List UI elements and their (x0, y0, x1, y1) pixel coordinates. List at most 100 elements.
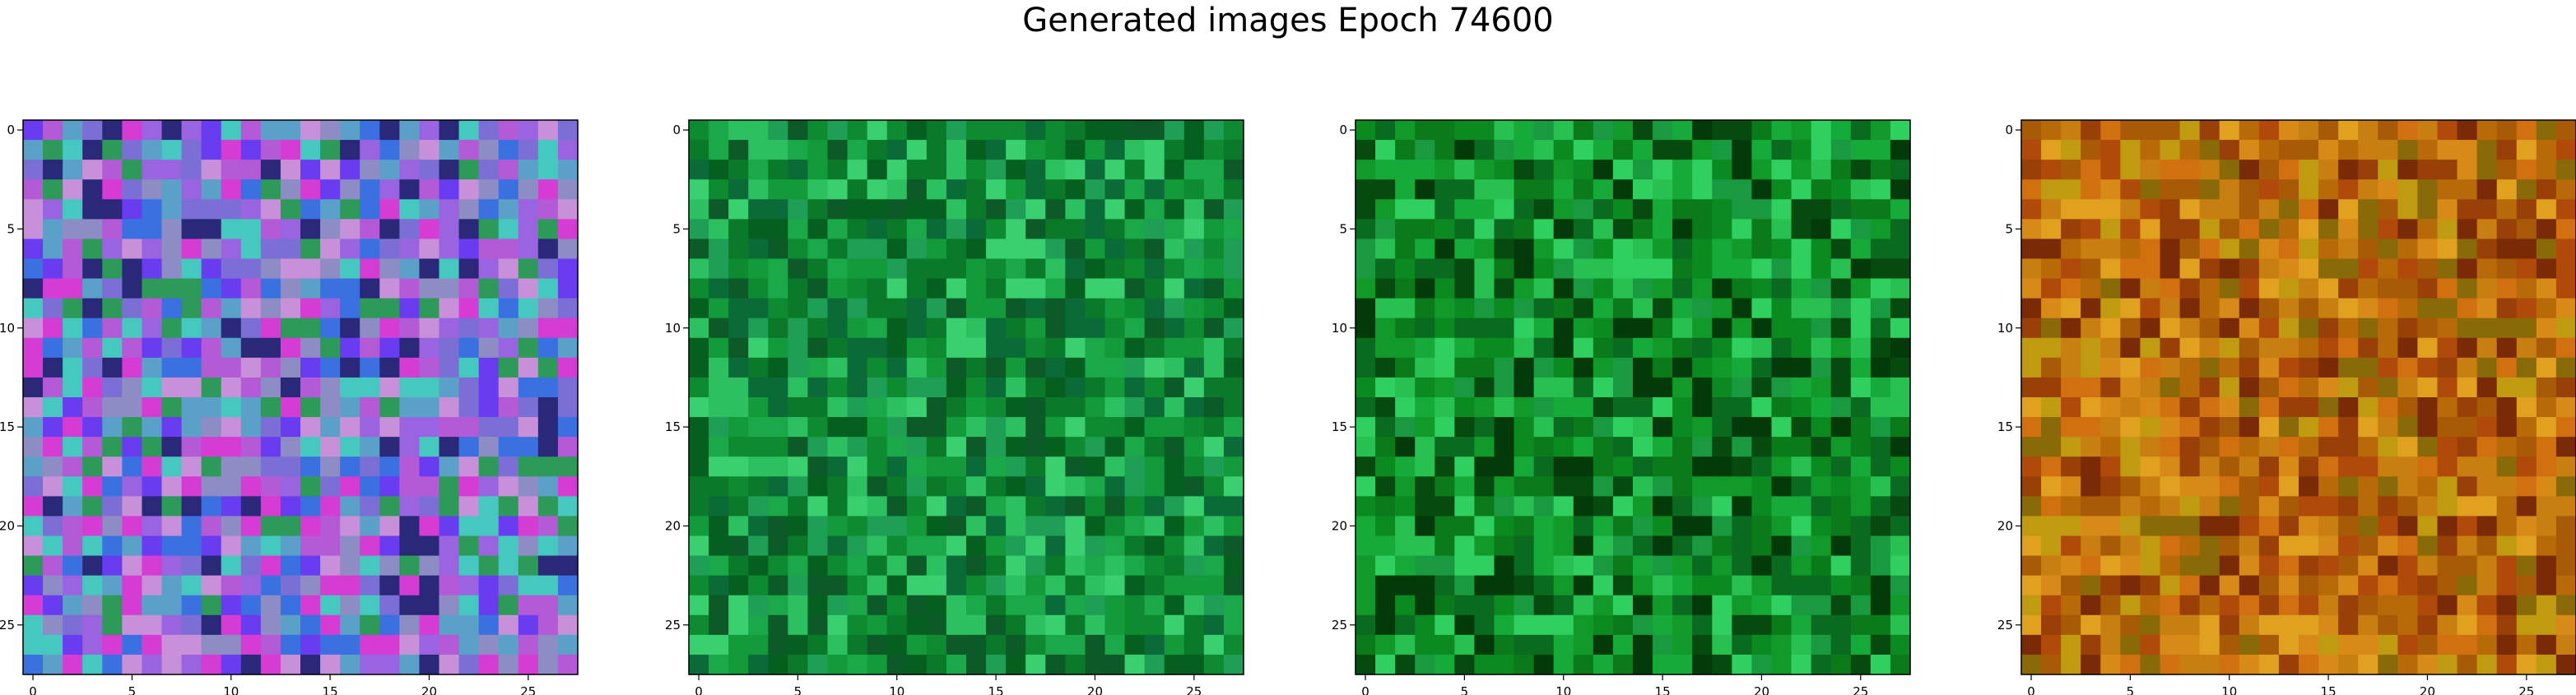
pixel-cell (2100, 160, 2121, 180)
pixel-cell (689, 160, 709, 180)
pixel-cell (1124, 258, 1146, 280)
pixel-cell (419, 278, 440, 299)
pixel-cell (260, 199, 281, 220)
pixel-cell (2318, 258, 2339, 280)
x-tick-label: 10 (1555, 684, 1571, 695)
pixel-cell (1203, 199, 1225, 220)
pixel-cell (1434, 437, 1455, 457)
pixel-cell (1672, 278, 1693, 299)
pixel-cell (2496, 496, 2518, 517)
pixel-cell (2338, 456, 2359, 477)
pixel-cell (478, 417, 500, 438)
pixel-cell (1514, 199, 1535, 220)
pixel-cell (1633, 595, 1653, 616)
pixel-cell (906, 219, 928, 240)
pixel-cell (1395, 516, 1416, 537)
pixel-cell (360, 595, 380, 616)
pixel-cell (161, 654, 183, 675)
pixel-cell (1890, 377, 1911, 398)
pixel-cell (1653, 317, 1673, 339)
pixel-cell (1415, 278, 1435, 299)
pixel-cell (458, 595, 480, 616)
pixel-cell (1494, 357, 1515, 378)
pixel-cell (2299, 377, 2319, 398)
pixel-cell (2120, 437, 2141, 457)
pixel-cell (2081, 456, 2101, 477)
pixel-cell (399, 654, 421, 675)
pixel-cell (1890, 160, 1911, 180)
pixel-cell (2239, 179, 2260, 200)
pixel-cell (827, 337, 849, 359)
pixel-cell (2021, 496, 2042, 517)
pixel-cell (1223, 654, 1244, 675)
pixel-cell (557, 417, 579, 438)
pixel-cell (161, 575, 183, 596)
pixel-cell (1395, 377, 1416, 398)
pixel-cell (537, 397, 559, 418)
pixel-cell (2516, 535, 2537, 557)
pixel-cell (1006, 377, 1026, 398)
pixel-cell (1573, 516, 1594, 537)
pixel-cell (1415, 614, 1435, 636)
pixel-cell (2219, 140, 2240, 160)
pixel-cell (807, 595, 829, 616)
pixel-cell (260, 634, 281, 656)
pixel-cell (2219, 337, 2240, 359)
pixel-cell (2457, 476, 2478, 497)
pixel-cell (518, 298, 539, 319)
pixel-cell (1045, 317, 1066, 339)
pixel-cell (748, 278, 769, 299)
pixel-cell (340, 337, 360, 359)
pixel-cell (1732, 417, 1753, 438)
pixel-cell (2140, 120, 2161, 141)
pixel-cell (1124, 516, 1146, 537)
pixel-cell (926, 140, 947, 160)
pixel-cell (1434, 357, 1455, 378)
pixel-cell (1203, 634, 1225, 656)
pixel-cell (2219, 555, 2240, 577)
pixel-cell (1791, 140, 1812, 160)
pixel-cell (2496, 535, 2518, 557)
x-tick-label: 5 (128, 684, 137, 695)
pixel-cell (102, 298, 123, 319)
pixel-cell (2258, 595, 2280, 616)
pixel-cell (2299, 595, 2319, 616)
pixel-cell (1692, 595, 1713, 616)
pixel-cell (1573, 456, 1594, 477)
pixel-cell (1791, 160, 1812, 180)
pixel-cell (1164, 634, 1185, 656)
pixel-cell (2397, 337, 2419, 359)
x-tick-label: 15 (323, 684, 338, 695)
pixel-cell (1751, 417, 1773, 438)
pixel-cell (557, 278, 579, 299)
pixel-cell (63, 377, 83, 398)
pixel-cell (1006, 397, 1026, 418)
pixel-cell (1045, 140, 1066, 160)
pixel-cell (2318, 377, 2339, 398)
pixel-cell (1811, 199, 1832, 220)
pixel-cell (1203, 140, 1225, 160)
pixel-cell (2378, 140, 2398, 160)
pixel-cell (709, 357, 729, 378)
pixel-cell (1203, 298, 1225, 319)
pixel-cell (1593, 595, 1614, 616)
pixel-cell (1771, 516, 1793, 537)
pixel-cell (966, 219, 987, 240)
pixel-cell (1474, 298, 1495, 319)
pixel-cell (2199, 575, 2220, 596)
pixel-cell (1850, 357, 1872, 378)
pixel-cell (1811, 337, 1832, 359)
pixel-cell (1124, 199, 1146, 220)
pixel-cell (557, 377, 579, 398)
pixel-cell (2299, 417, 2319, 438)
pixel-cell (2555, 555, 2576, 577)
pixel-cell (1006, 456, 1026, 477)
pixel-cell (986, 535, 1007, 557)
pixel-cell (1045, 337, 1066, 359)
pixel-cell (2160, 377, 2181, 398)
pixel-cell (1751, 258, 1773, 280)
pixel-cell (518, 258, 539, 280)
pixel-cell (2278, 476, 2299, 497)
pixel-cell (1633, 476, 1653, 497)
pixel-cell (1732, 140, 1753, 160)
